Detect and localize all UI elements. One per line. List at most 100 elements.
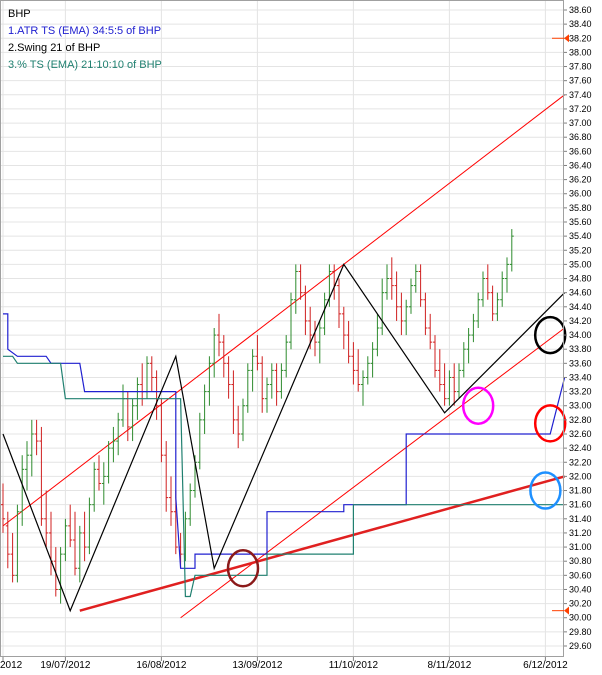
price-bar bbox=[394, 271, 399, 321]
price-bar bbox=[418, 264, 423, 307]
price-bar bbox=[442, 363, 447, 406]
price-bar bbox=[269, 363, 274, 399]
legend-item-swing: 2.Swing 21 of BHP bbox=[8, 42, 101, 54]
y-tick-label: 31.00 bbox=[569, 542, 592, 552]
y-tick-label: 38.40 bbox=[569, 19, 592, 29]
y-tick-label: 37.00 bbox=[569, 118, 592, 128]
y-tick-label: 33.60 bbox=[569, 358, 592, 368]
indicator-lines bbox=[2, 263, 566, 613]
price-bar bbox=[236, 405, 241, 449]
price-bar bbox=[255, 335, 260, 371]
price-bar bbox=[202, 384, 207, 434]
price-bar bbox=[485, 264, 490, 300]
price-bar bbox=[293, 264, 298, 314]
y-tick-label: 35.20 bbox=[569, 245, 592, 255]
price-bar bbox=[361, 370, 365, 406]
trendline bbox=[79, 475, 565, 612]
price-bar bbox=[130, 398, 135, 442]
price-bar bbox=[77, 525, 82, 583]
price-bar bbox=[15, 504, 20, 583]
y-tick-label: 37.80 bbox=[569, 62, 592, 72]
price-bar bbox=[337, 278, 341, 328]
price-bar bbox=[25, 441, 29, 491]
price-bar bbox=[423, 292, 428, 336]
price-bar bbox=[169, 476, 173, 526]
price-bar bbox=[217, 313, 221, 357]
y-tick-label: 32.80 bbox=[569, 415, 592, 425]
price-bar bbox=[351, 342, 356, 385]
price-bar bbox=[341, 306, 346, 350]
y-tick-label: 35.40 bbox=[569, 231, 592, 241]
y-tick-label: 34.80 bbox=[569, 274, 592, 284]
price-bar bbox=[82, 511, 87, 562]
price-bar bbox=[245, 363, 250, 413]
price-bar bbox=[437, 349, 442, 392]
price-bar bbox=[356, 349, 361, 392]
y-tick-label: 31.40 bbox=[569, 514, 592, 524]
price-bar bbox=[317, 320, 322, 364]
price-bar bbox=[413, 264, 418, 293]
price-bar bbox=[20, 455, 25, 526]
y-tick-label: 38.00 bbox=[569, 47, 592, 57]
price-marker bbox=[564, 606, 569, 615]
price-bar bbox=[495, 292, 500, 321]
price-bar bbox=[428, 313, 433, 350]
x-tick-label: 16/08/2012 bbox=[136, 660, 186, 671]
price-marker bbox=[564, 34, 569, 43]
y-tick-label: 36.40 bbox=[569, 160, 592, 170]
price-bar bbox=[260, 356, 265, 413]
price-bar bbox=[250, 349, 255, 392]
y-tick-label: 35.00 bbox=[569, 259, 592, 269]
price-bar bbox=[111, 426, 116, 463]
y-tick-label: 30.40 bbox=[569, 584, 592, 594]
y-tick-label: 36.20 bbox=[569, 175, 592, 185]
y-tick-label: 32.20 bbox=[569, 457, 592, 467]
series-line bbox=[3, 355, 565, 598]
y-tick-label: 31.20 bbox=[569, 528, 592, 538]
chart-legend: BHP 1.ATR TS (EMA) 34:5:5 of BHP 2.Swing… bbox=[8, 6, 162, 74]
price-bar bbox=[87, 497, 92, 555]
x-axis: 2012 19/07/2012 16/08/2012 13/09/2012 11/10/… bbox=[0, 657, 568, 671]
price-bar bbox=[188, 483, 193, 526]
y-tick-label: 30.80 bbox=[569, 556, 592, 566]
y-tick-label: 33.00 bbox=[569, 401, 592, 411]
price-bar bbox=[500, 271, 505, 307]
price-bar bbox=[159, 398, 164, 463]
price-bar bbox=[207, 356, 212, 406]
price-bar bbox=[279, 363, 284, 399]
price-bar bbox=[149, 356, 154, 392]
series-line bbox=[2, 263, 566, 613]
price-bar bbox=[385, 264, 389, 300]
price-bar bbox=[29, 419, 34, 477]
price-bar bbox=[197, 412, 202, 470]
price-bar bbox=[231, 370, 236, 434]
x-tick-label: 8/11/2012 bbox=[428, 660, 472, 671]
price-bar bbox=[241, 398, 245, 442]
y-tick-label: 30.00 bbox=[569, 613, 592, 623]
price-bar bbox=[509, 229, 514, 272]
y-axis: 29.60 29.80 30.00 30.20 30.40 30.60 30.80 31.00… bbox=[564, 5, 592, 651]
price-bar bbox=[380, 278, 385, 336]
price-bar bbox=[265, 377, 269, 413]
y-tick-label: 34.00 bbox=[569, 330, 592, 340]
price-bar bbox=[63, 518, 68, 562]
y-tick-label: 33.80 bbox=[569, 344, 592, 354]
price-bar bbox=[58, 547, 63, 604]
annotation-circle bbox=[533, 404, 567, 443]
price-bar bbox=[375, 313, 380, 357]
price-markers bbox=[552, 34, 569, 615]
price-bar bbox=[101, 462, 106, 505]
x-tick-label: 13/09/2012 bbox=[232, 660, 282, 671]
price-bar bbox=[5, 511, 10, 569]
y-tick-label: 38.20 bbox=[569, 33, 592, 43]
y-tick-label: 34.60 bbox=[569, 288, 592, 298]
price-bar bbox=[346, 320, 351, 364]
price-bar bbox=[44, 490, 49, 548]
price-bar bbox=[447, 370, 452, 406]
y-tick-label: 32.40 bbox=[569, 443, 592, 453]
price-bar bbox=[289, 292, 293, 350]
price-bar bbox=[389, 257, 394, 300]
price-bar bbox=[404, 299, 409, 336]
y-tick-label: 33.40 bbox=[569, 372, 592, 382]
